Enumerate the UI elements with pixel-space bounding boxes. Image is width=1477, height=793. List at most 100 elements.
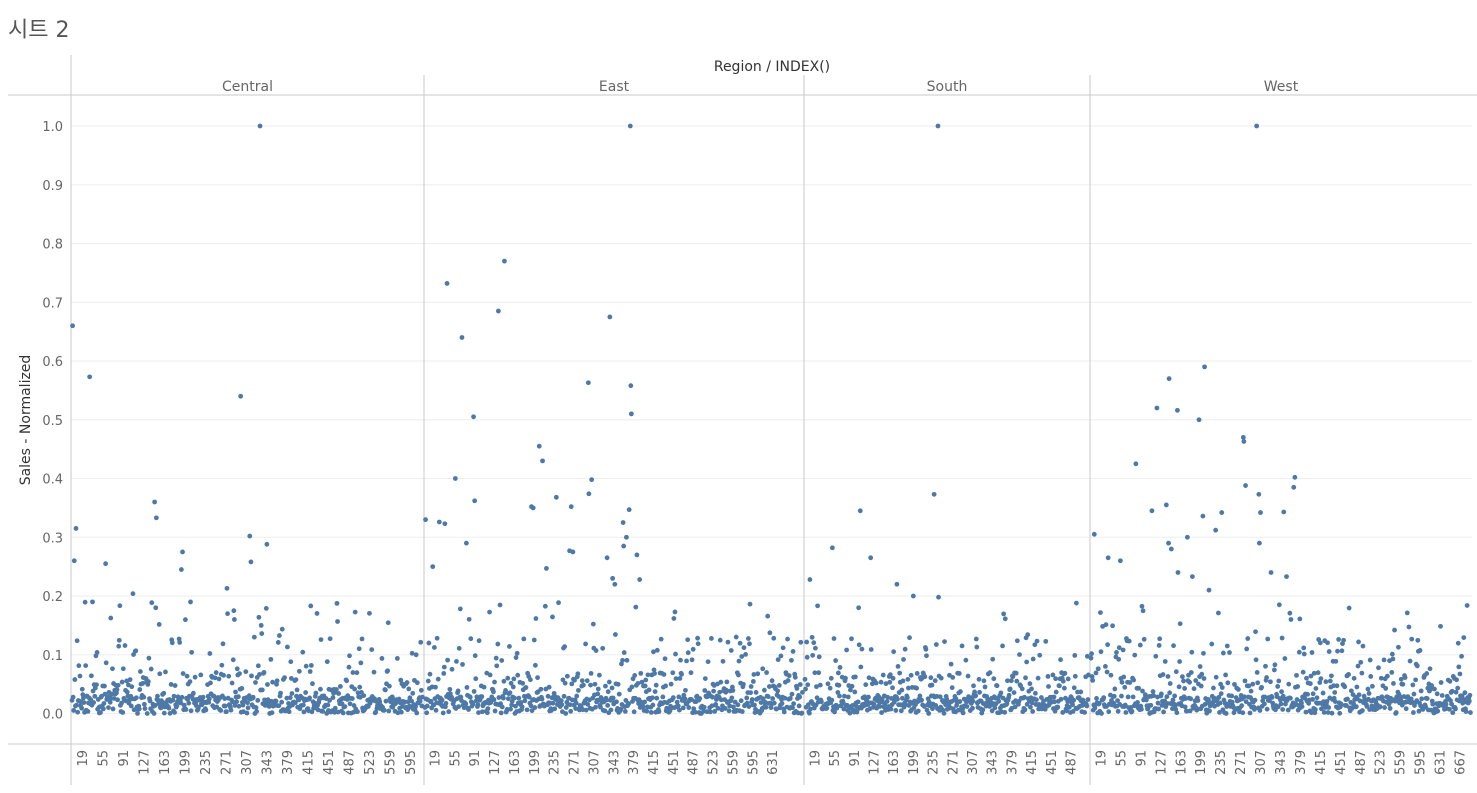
data-point — [1309, 710, 1314, 716]
data-point — [760, 696, 766, 702]
data-point — [1418, 688, 1424, 694]
data-point — [258, 622, 264, 628]
data-point — [1027, 681, 1033, 687]
data-point — [188, 599, 193, 605]
data-point — [1153, 653, 1159, 659]
data-point — [502, 258, 507, 264]
x-tick-label: 91 — [117, 750, 132, 767]
data-point — [102, 683, 107, 689]
data-point — [117, 603, 123, 609]
data-point — [569, 681, 575, 687]
data-point — [436, 519, 442, 525]
data-point — [499, 658, 505, 663]
data-point — [1188, 670, 1194, 675]
data-point — [496, 695, 502, 700]
data-point — [1257, 708, 1263, 713]
data-point — [442, 521, 448, 527]
data-point — [510, 684, 516, 690]
data-point — [789, 657, 794, 663]
data-point — [1419, 696, 1425, 702]
data-point — [225, 611, 230, 617]
data-point — [137, 669, 143, 674]
data-point — [440, 710, 446, 716]
data-point — [234, 666, 240, 672]
data-point — [1002, 709, 1008, 715]
data-point — [735, 702, 741, 708]
data-point — [980, 707, 986, 713]
data-point — [470, 701, 476, 707]
x-tick-label: 343 — [1274, 750, 1289, 775]
data-point — [588, 671, 594, 676]
data-point — [75, 709, 81, 715]
data-point — [1105, 642, 1111, 648]
data-point — [244, 710, 250, 716]
data-point — [1116, 656, 1122, 662]
data-point — [610, 575, 616, 581]
x-tick-label: 343 — [607, 750, 622, 775]
data-point — [1467, 692, 1473, 698]
data-point — [394, 656, 400, 661]
x-tick-label: 379 — [281, 750, 296, 775]
data-point — [1416, 708, 1422, 714]
data-point — [755, 671, 761, 677]
data-point — [540, 458, 545, 464]
data-point — [713, 702, 719, 707]
data-point — [369, 647, 375, 653]
data-point — [169, 640, 175, 646]
data-point — [878, 679, 884, 685]
data-point — [576, 687, 581, 693]
data-point — [152, 499, 158, 505]
data-point — [535, 675, 540, 681]
data-point — [1143, 697, 1149, 703]
data-point — [1197, 664, 1203, 669]
data-point — [190, 690, 196, 696]
data-point — [1098, 610, 1103, 615]
x-tick-label: 235 — [1214, 750, 1229, 775]
data-point — [676, 694, 682, 700]
data-point — [231, 608, 237, 614]
data-point — [654, 695, 660, 701]
data-point — [151, 711, 157, 716]
data-point — [279, 699, 285, 705]
data-point — [736, 658, 742, 664]
data-point — [1071, 697, 1077, 703]
data-point — [116, 643, 122, 649]
data-point — [1030, 709, 1036, 714]
data-point — [605, 703, 611, 708]
data-point — [842, 693, 847, 699]
data-point — [677, 675, 683, 681]
data-point — [1309, 650, 1315, 655]
data-point — [1105, 555, 1111, 561]
data-point — [880, 672, 886, 678]
data-point — [585, 380, 591, 386]
data-point — [145, 679, 151, 684]
data-point — [737, 640, 743, 646]
data-point — [386, 708, 392, 714]
data-point — [1216, 610, 1221, 616]
data-point — [1264, 706, 1270, 712]
data-point — [907, 635, 912, 641]
data-point — [180, 549, 185, 555]
data-point — [1314, 695, 1320, 701]
data-point — [785, 678, 791, 683]
data-point — [133, 695, 139, 701]
data-point — [1312, 707, 1318, 712]
data-point — [1384, 673, 1390, 679]
data-point — [890, 685, 895, 691]
data-point — [428, 698, 434, 704]
data-point — [255, 663, 261, 669]
data-point — [1110, 623, 1115, 629]
x-tick-label: 55 — [448, 750, 463, 767]
data-point — [908, 672, 914, 678]
data-point — [240, 702, 246, 708]
x-tick-label: 19 — [1095, 750, 1110, 767]
data-point — [602, 708, 608, 714]
data-point — [610, 695, 616, 701]
data-point — [1296, 649, 1302, 655]
data-point — [434, 635, 440, 641]
data-point — [247, 533, 253, 539]
data-point — [628, 383, 634, 389]
data-point — [950, 675, 956, 680]
x-tick-label: 163 — [158, 750, 173, 775]
data-point — [539, 696, 545, 702]
